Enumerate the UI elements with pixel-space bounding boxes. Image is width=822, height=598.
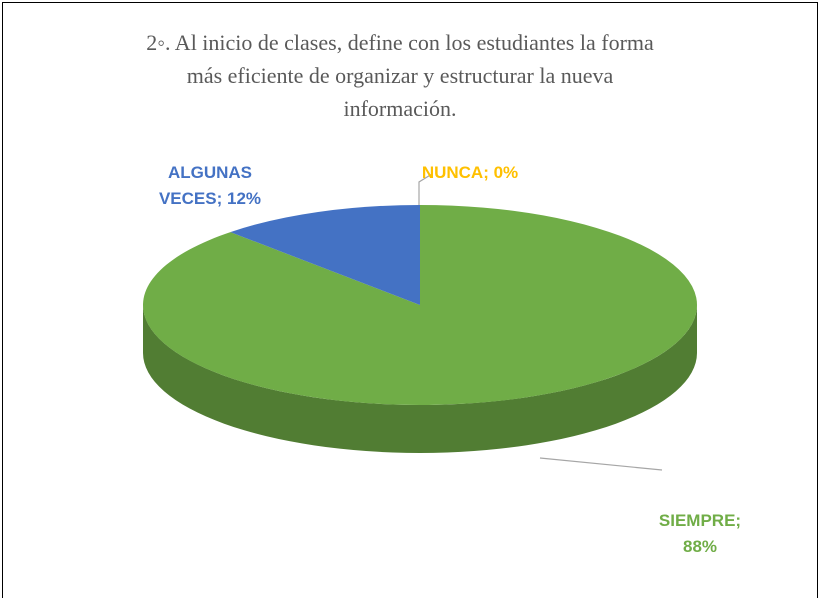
chart-title: 2◦. Al inicio de clases, define con los … (146, 30, 654, 121)
data-label: SIEMPRE; 88% (658, 511, 742, 556)
leader-line (418, 173, 433, 205)
pie-slice (230, 205, 420, 305)
pie-slice-side (143, 305, 697, 453)
leader-line (539, 457, 663, 471)
data-label: NUNCA; 0% (421, 163, 519, 182)
data-label: ALGUNAS VECES; 12% (158, 163, 262, 208)
